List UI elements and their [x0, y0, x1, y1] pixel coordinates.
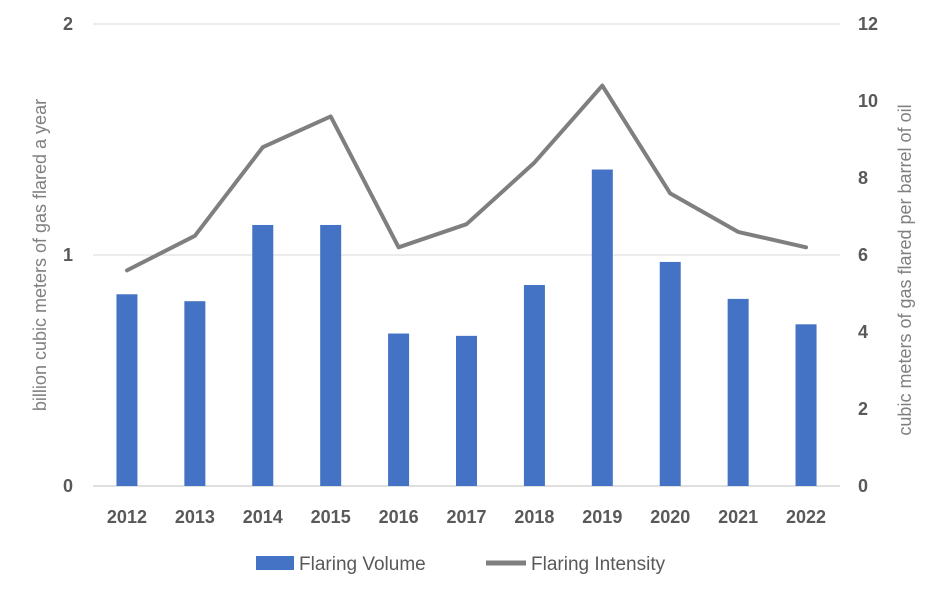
line-flaring-intensity-layer: [125, 83, 808, 273]
x-tick-label: 2015: [311, 507, 351, 527]
bar-flaring-volume-2014: [252, 224, 274, 486]
bar-flaring-volume-2017: [456, 335, 477, 486]
legend-swatch-flaring-volume: [256, 556, 294, 570]
legend-label-flaring-intensity: Flaring Intensity: [531, 554, 666, 575]
legend-label-flaring-volume: Flaring Volume: [299, 554, 426, 575]
y-right-tick-label: 6: [858, 245, 868, 265]
y-right-tick-label: 12: [858, 14, 878, 34]
x-tick-label: 2021: [718, 507, 758, 527]
x-axis-ticks: 2012 2013 2014 2015 2016 2017 2018 2019 2020 2021…: [107, 507, 826, 527]
y-left-tick-label: 1: [63, 245, 73, 265]
bars-flaring-volume: [116, 169, 817, 486]
y-axis-right-title: cubic meters of gas flared per barrel of…: [895, 104, 915, 435]
bar-flaring-volume-2020: [659, 261, 681, 486]
y-right-tick-label: 10: [858, 91, 878, 111]
x-tick-label: 2022: [786, 507, 826, 527]
bar-flaring-volume-2012: [116, 294, 138, 486]
bar-flaring-volume-2016: [388, 333, 410, 486]
legend: Flaring Volume Flaring Intensity: [256, 554, 666, 575]
y-right-tick-label: 8: [858, 168, 868, 188]
y-axis-left-ticks: 0 1 2: [63, 14, 73, 496]
bar-flaring-volume-2022: [795, 324, 817, 486]
x-tick-label: 2016: [379, 507, 419, 527]
y-right-tick-label: 4: [858, 322, 868, 342]
bar-flaring-volume-2013: [184, 301, 206, 486]
x-tick-label: 2012: [107, 507, 147, 527]
bar-flaring-volume-2018: [523, 285, 545, 486]
y-right-tick-label: 2: [858, 399, 868, 419]
x-tick-label: 2013: [175, 507, 215, 527]
x-tick-label: 2019: [582, 507, 622, 527]
bar-flaring-volume-2021: [727, 298, 749, 486]
x-tick-label: 2020: [650, 507, 690, 527]
y-left-tick-label: 0: [63, 476, 73, 496]
y-axis-right-ticks: 0 2 4 6 8 10 12: [858, 14, 878, 496]
y-axis-left-title: billion cubic meters of gas flared a yea…: [30, 99, 50, 411]
line-flaring-intensity: [125, 83, 808, 273]
y-right-tick-label: 0: [858, 476, 868, 496]
x-tick-label: 2014: [243, 507, 283, 527]
bar-flaring-volume-2019: [591, 169, 613, 486]
y-left-tick-label: 2: [63, 14, 73, 34]
x-tick-label: 2018: [514, 507, 554, 527]
x-tick-label: 2017: [446, 507, 486, 527]
bar-flaring-volume-2015: [320, 224, 342, 486]
